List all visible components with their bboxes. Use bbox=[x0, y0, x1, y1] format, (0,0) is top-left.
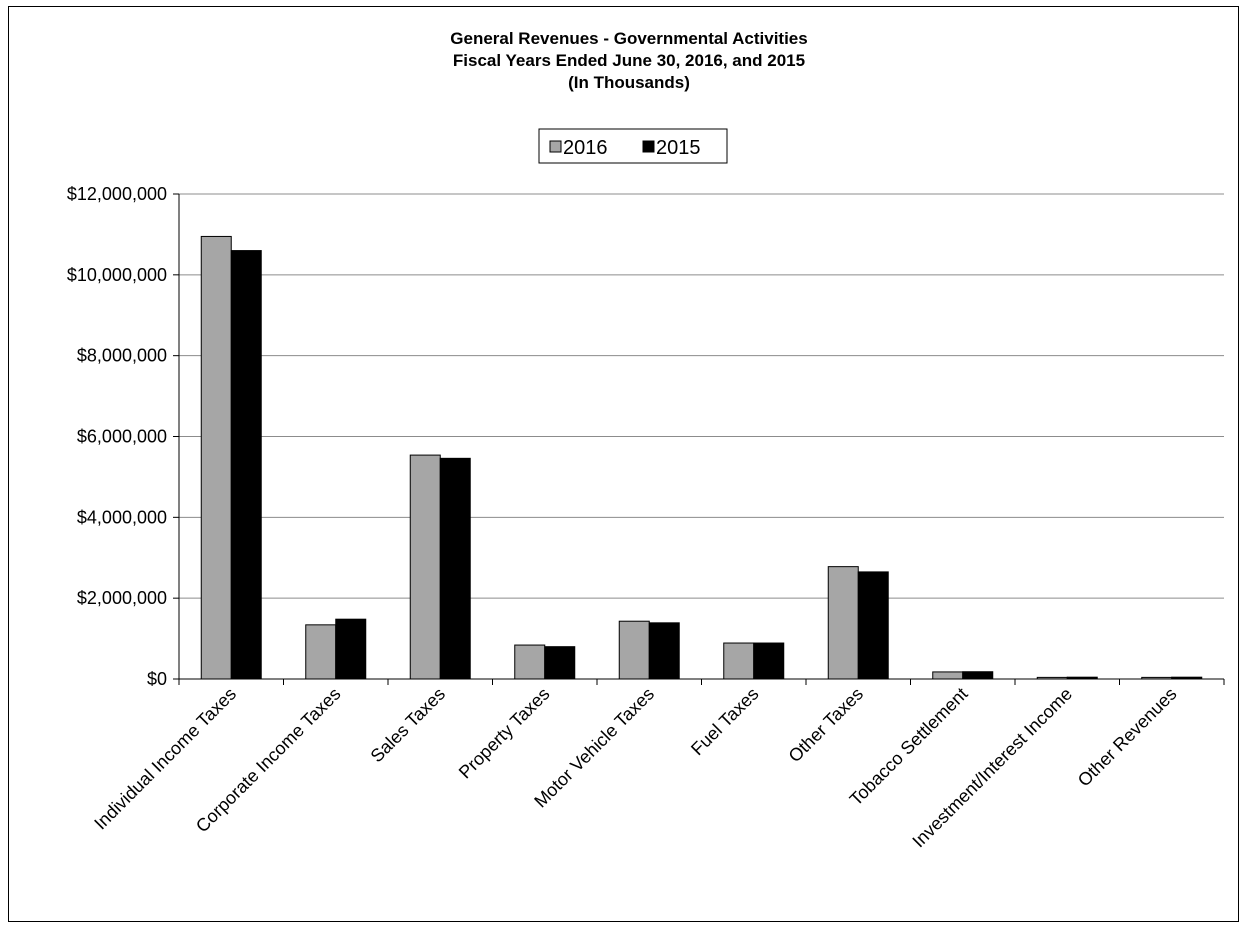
x-category-label: Property Taxes bbox=[455, 684, 554, 783]
bar-2016-2 bbox=[409, 454, 441, 680]
bar-2016-1 bbox=[305, 624, 337, 680]
y-axis-tick-labels: $0 $2,000,000 $4,000,000 $6,000,000 $8,000,0… bbox=[67, 184, 167, 689]
bars bbox=[200, 235, 1203, 680]
x-category-label: Sales Taxes bbox=[367, 684, 450, 767]
bar-2015-7 bbox=[962, 671, 994, 680]
axes bbox=[178, 194, 1225, 685]
x-category-label: Other Taxes bbox=[785, 684, 868, 767]
y-tick-label: $4,000,000 bbox=[77, 507, 167, 527]
x-category-label: Other Revenues bbox=[1074, 684, 1181, 791]
bar-2016-7 bbox=[932, 671, 964, 680]
chart-title: General Revenues - Governmental Activiti… bbox=[450, 29, 807, 92]
y-tick-label: $0 bbox=[147, 669, 167, 689]
chart-title-line-3: (In Thousands) bbox=[568, 73, 690, 92]
y-tick-label: $12,000,000 bbox=[67, 184, 167, 204]
bar-2016-0 bbox=[200, 235, 232, 680]
y-tick-label: $6,000,000 bbox=[77, 427, 167, 447]
legend: 2016 2015 bbox=[538, 128, 728, 164]
bar-2015-6 bbox=[857, 571, 889, 680]
y-tick-label: $10,000,000 bbox=[67, 265, 167, 285]
bar-2015-3 bbox=[544, 646, 576, 680]
x-category-label: Fuel Taxes bbox=[687, 684, 762, 759]
x-category-label: Tobacco Settlement bbox=[846, 684, 972, 810]
bar-2015-1 bbox=[335, 618, 367, 680]
bar-2015-2 bbox=[439, 457, 471, 680]
chart-title-line-1: General Revenues - Governmental Activiti… bbox=[450, 29, 807, 48]
y-tick-label: $2,000,000 bbox=[77, 588, 167, 608]
y-tick-label: $8,000,000 bbox=[77, 346, 167, 366]
bar-2015-5 bbox=[753, 642, 785, 680]
gridlines bbox=[173, 193, 1224, 680]
legend-swatch-2015 bbox=[642, 140, 655, 153]
legend-box bbox=[538, 128, 728, 164]
bar-2016-5 bbox=[723, 642, 755, 680]
bar-2015-0 bbox=[230, 250, 262, 680]
chart-svg: General Revenues - Governmental Activiti… bbox=[67, 29, 1225, 852]
chart-title-line-2: Fiscal Years Ended June 30, 2016, and 20… bbox=[453, 51, 805, 70]
x-category-label: Motor Vehicle Taxes bbox=[530, 684, 658, 812]
chart-frame: General Revenues - Governmental Activiti… bbox=[8, 6, 1239, 922]
legend-swatch-2016 bbox=[549, 140, 562, 153]
bar-2016-4 bbox=[618, 620, 650, 680]
bar-2016-3 bbox=[514, 644, 546, 680]
legend-label-2015: 2015 bbox=[656, 137, 701, 159]
bar-2016-6 bbox=[827, 566, 859, 680]
legend-label-2016: 2016 bbox=[563, 137, 608, 159]
bar-2015-4 bbox=[648, 622, 680, 680]
